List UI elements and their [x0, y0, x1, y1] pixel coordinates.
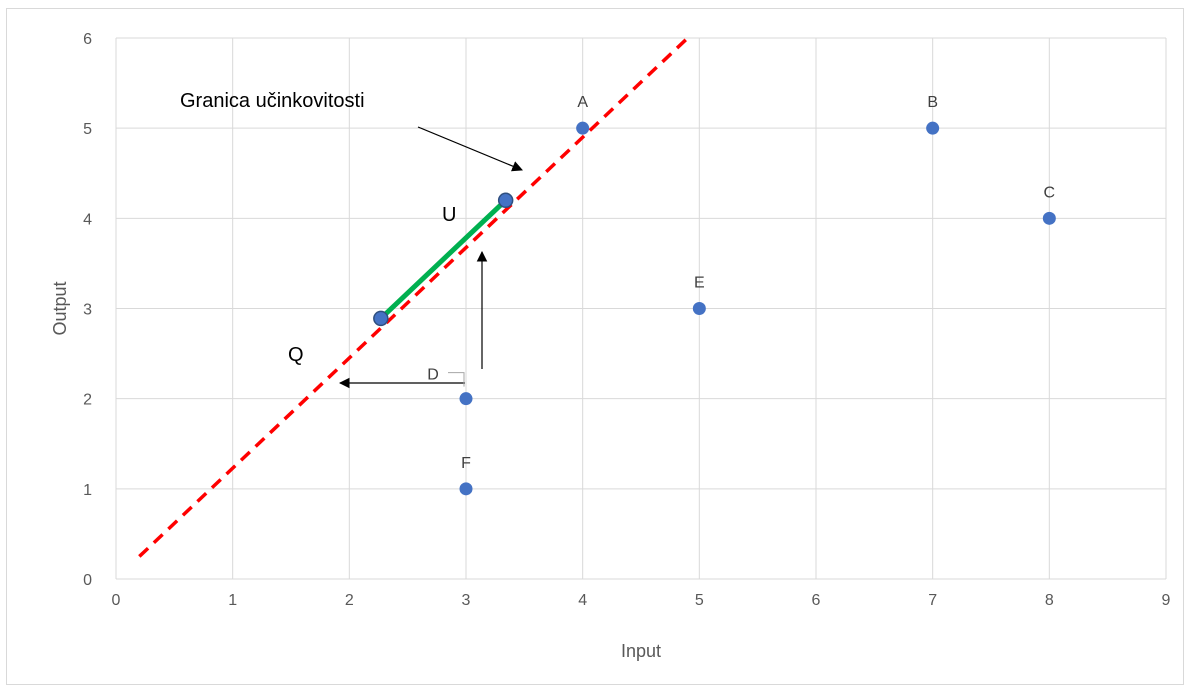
point-e	[692, 302, 706, 315]
frontier-label: Granica učinkovitosti	[180, 90, 365, 112]
data-points: A B C D E F	[427, 94, 1056, 496]
segment-endpoint	[373, 310, 389, 327]
point-b	[926, 121, 940, 135]
d-label-leader-line	[448, 372, 465, 387]
y-tick-label: 5	[83, 121, 92, 138]
point-a	[576, 121, 590, 135]
point-c	[1042, 211, 1056, 225]
gridlines	[115, 37, 1167, 580]
x-tick-label: 2	[345, 592, 354, 609]
segment-endpoints	[373, 192, 514, 327]
x-tick-label: 3	[462, 592, 471, 609]
label-q: Q	[288, 344, 304, 366]
x-tick-label: 0	[112, 592, 121, 609]
point-label-e: E	[694, 275, 705, 292]
frontier-label-arrow	[417, 126, 523, 172]
y-tick-label: 4	[83, 211, 92, 228]
x-tick-label: 5	[695, 592, 704, 609]
point-label-a: A	[577, 94, 588, 111]
point-label-c: C	[1044, 184, 1056, 201]
segment-label-u: U	[442, 204, 456, 226]
efficiency-frontier-line	[138, 36, 689, 558]
x-tick-label: 7	[928, 592, 937, 609]
x-axis-title: Input	[621, 641, 661, 661]
x-tick-label: 8	[1045, 592, 1054, 609]
y-tick-label: 3	[83, 302, 92, 319]
x-tick-label: 9	[1162, 592, 1171, 609]
point-f	[459, 482, 473, 496]
segment-endpoint	[497, 192, 514, 209]
point-label-d: D	[427, 367, 439, 384]
y-axis-title: Output	[50, 281, 70, 335]
x-tick-label: 6	[812, 592, 821, 609]
chart-frame	[6, 8, 1184, 685]
y-tick-label: 0	[83, 572, 92, 589]
x-tick-label: 4	[578, 592, 587, 609]
y-tick-label: 6	[83, 31, 92, 48]
point-label-b: B	[927, 94, 938, 111]
point-label-f: F	[461, 455, 471, 472]
y-tick-label: 2	[83, 392, 92, 409]
x-tick-labels: 0 1 2 3 4 5 6 7 8 9	[112, 592, 1171, 609]
x-tick-label: 1	[228, 592, 237, 609]
y-tick-labels: 0 1 2 3 4 5 6	[83, 31, 92, 589]
point-d	[459, 392, 473, 406]
projection-segment	[378, 197, 509, 321]
y-tick-label: 1	[83, 482, 92, 499]
